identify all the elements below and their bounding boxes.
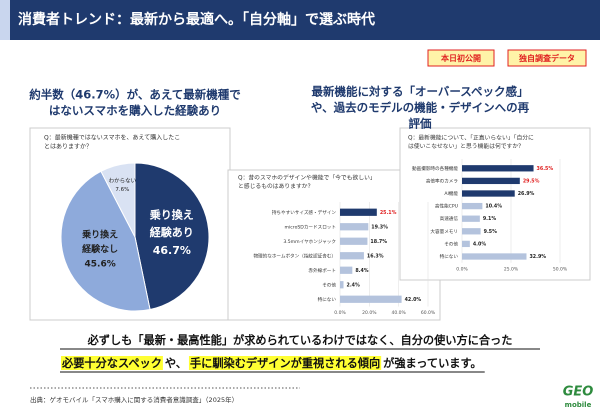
category-label: 3.5mmイヤホンジャック [283,239,336,245]
pie-slice [60,170,151,312]
slice-label: わからない [109,177,137,184]
bar [340,295,402,303]
value-label: 18.7% [370,239,387,245]
category-label: AI機能 [444,190,458,197]
badge-box [427,49,495,67]
title-bar [0,0,600,40]
category-label: 高性能CPU [435,203,458,210]
question: とはありますか？ [44,144,92,151]
badge-box [507,49,587,67]
pie-slice [134,162,210,311]
bar [462,228,481,235]
category-label: microSDカードスロット [285,224,337,230]
badge: 本日初公開 [440,53,481,63]
bar [340,237,368,245]
value-label: 8.4% [355,268,368,274]
value-label: 25.1% [380,210,397,216]
value-label: 42.0% [405,297,422,303]
question: は使いこなせない」と思う機能は何ですか？ [408,142,524,150]
heading: 評価 [409,117,432,131]
slice-value: 7.6% [115,187,129,193]
bar [462,215,480,222]
category-label: 大容量メモリ [430,228,458,235]
category-label: 持ちやすいサイズ感・デザイン [272,209,337,216]
badge: 独自調査データ [518,53,575,63]
x-tick-label: 0.0% [456,266,468,272]
category-label: 赤外線ポート [308,267,336,274]
x-tick-label: 20.0% [362,310,377,316]
heading: 約半数（46.7%）が、あえて最新機種で [29,88,241,102]
category-label: 動画撮影時の各種機能 [412,165,458,172]
highlight [188,356,382,370]
category-label: その他 [322,281,336,288]
x-tick-label: 40.0% [392,310,407,316]
slice-label: 乗り換え [82,228,118,240]
value-label: 4.0% [473,241,486,247]
bar [340,281,344,289]
value-label: 29.5% [523,178,540,184]
category-label: 特にない [318,296,337,303]
slice-value: 46.7% [153,244,191,257]
bar [462,165,534,172]
bar [340,266,353,274]
title-accent [0,0,10,40]
slice-label: 経験なし [82,243,118,255]
bar [340,208,377,216]
bar [340,223,369,231]
title: 消費者トレンド：最新から最適へ。「自分軸」で選ぶ時代 [18,11,375,28]
category-label: 特にない [440,253,459,260]
bar [462,202,483,210]
question: Q：最新機能について、「正直いらない」「自分に [408,134,534,142]
value-label: 9.1% [483,216,496,222]
heading: や、過去のモデルの機能・デザインへの再 [311,101,530,115]
conclusion: や、 [165,357,187,370]
slice-label: 乗り換え [150,208,194,222]
logo-mark: GEO [563,385,594,400]
value-label: 10.4% [485,204,502,210]
conclusion: 必要十分なスペック [61,356,162,370]
bar [340,252,364,260]
conclusion: が強まっています。 [383,356,482,370]
logo-text: mobile [565,401,592,409]
question: と感じるものはありますか？ [238,182,313,190]
category-label: その他 [444,240,458,247]
category-label: 高倍率のカメラ [426,177,459,184]
source: 出典：ゲオモバイル「スマホ購入に関する消費者意識調査」（2025年） [30,395,238,404]
category-label: 物理的なホームボタン（指紋認証含む） [253,252,336,259]
value-label: 36.5% [537,166,554,172]
conclusion: 必ずしも「最新・最高性能」が求められているわけではなく、自分の使い方に合った [87,333,513,347]
highlight [61,356,163,370]
slice-value: 45.6% [85,259,116,269]
x-tick-label: 25.0% [504,266,519,272]
conclusion: 手に馴染むデザインが重視される傾向 [190,356,380,370]
value-label: 32.9% [529,254,546,260]
value-label: 26.9% [518,191,535,197]
bar [462,240,470,248]
x-tick-label: 50.0% [553,266,568,272]
question: Q：昔のスマホのデザインや機能で「今でも欲しい」 [238,174,376,182]
slice-label: 経験あり [150,225,194,239]
value-label: 19.3% [371,224,388,230]
bar [462,190,515,197]
question: Q：最新機種ではないスマホを、あえて購入したこ [44,134,180,142]
value-label: 9.5% [484,229,497,235]
pie-slice [100,162,136,238]
value-label: 16.3% [367,253,384,259]
value-label: 2.4% [347,282,360,288]
bar [462,253,527,260]
heading: 最新機能に対する「オーバースペック感」 [311,85,528,99]
x-tick-label: 60.0% [421,310,436,316]
category-label: 高速通信 [440,215,459,222]
bar [462,177,520,185]
heading: はないスマホを購入した経験あり [49,104,221,118]
x-tick-label: 0.0% [334,310,346,316]
